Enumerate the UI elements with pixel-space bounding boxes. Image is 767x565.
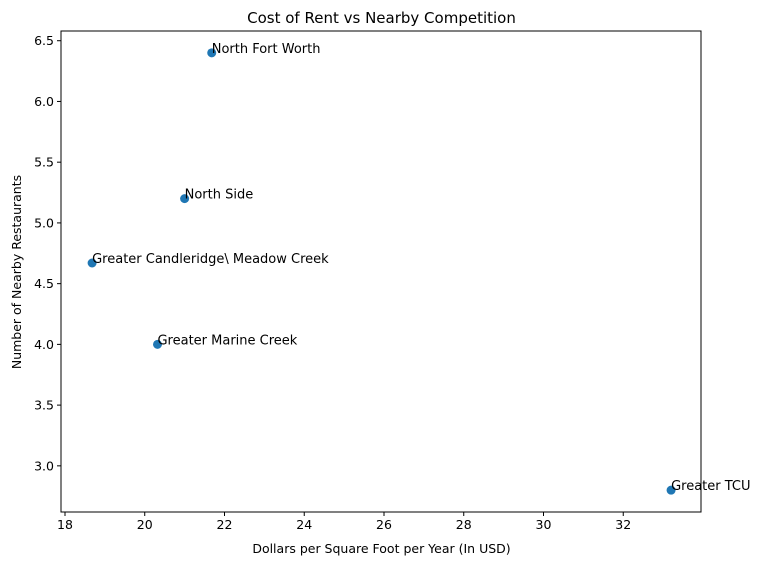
- data-point-label: North Fort Worth: [212, 42, 321, 57]
- x-tick-label: 22: [217, 517, 233, 532]
- x-axis-label: Dollars per Square Foot per Year (In USD…: [252, 541, 510, 556]
- data-point: [152, 339, 162, 349]
- data-points: [87, 48, 676, 495]
- y-axis-ticks: 3.0 3.5 4.0 4.5 5.0 5.5 6.0 6.5: [34, 33, 61, 473]
- y-tick-label: 5.5: [34, 155, 54, 170]
- data-point: [207, 48, 217, 58]
- data-point-label: North Side: [185, 188, 254, 203]
- data-point-label: Greater TCU: [671, 479, 750, 494]
- x-tick-label: 18: [57, 517, 73, 532]
- chart-title: Cost of Rent vs Nearby Competition: [247, 9, 516, 27]
- y-axis-label: Number of Nearby Restaurants: [9, 175, 24, 369]
- data-point: [87, 258, 97, 268]
- y-tick-label: 6.0: [34, 94, 54, 109]
- y-tick-label: 4.0: [34, 337, 54, 352]
- y-tick-label: 4.5: [34, 276, 54, 291]
- x-tick-label: 24: [296, 517, 312, 532]
- data-point: [180, 194, 190, 204]
- plot-area-frame: [60, 30, 702, 513]
- x-tick-label: 26: [376, 517, 392, 532]
- data-point-label: Greater Candleridge\ Meadow Creek: [92, 252, 329, 267]
- x-tick-label: 32: [615, 517, 631, 532]
- y-tick-label: 3.0: [34, 458, 54, 473]
- x-tick-label: 28: [456, 517, 472, 532]
- x-tick-label: 30: [536, 517, 552, 532]
- data-point-label: Greater Marine Creek: [157, 333, 297, 348]
- y-tick-label: 3.5: [34, 398, 54, 413]
- y-tick-label: 5.0: [34, 215, 54, 230]
- data-point-labels: North Fort Worth North Side Greater Candle…: [92, 42, 750, 494]
- x-axis-ticks: 18 20 22 24 26 28 30 32: [57, 512, 631, 532]
- x-tick-label: 20: [137, 517, 153, 532]
- y-tick-label: 6.5: [34, 33, 54, 48]
- data-point: [666, 485, 676, 495]
